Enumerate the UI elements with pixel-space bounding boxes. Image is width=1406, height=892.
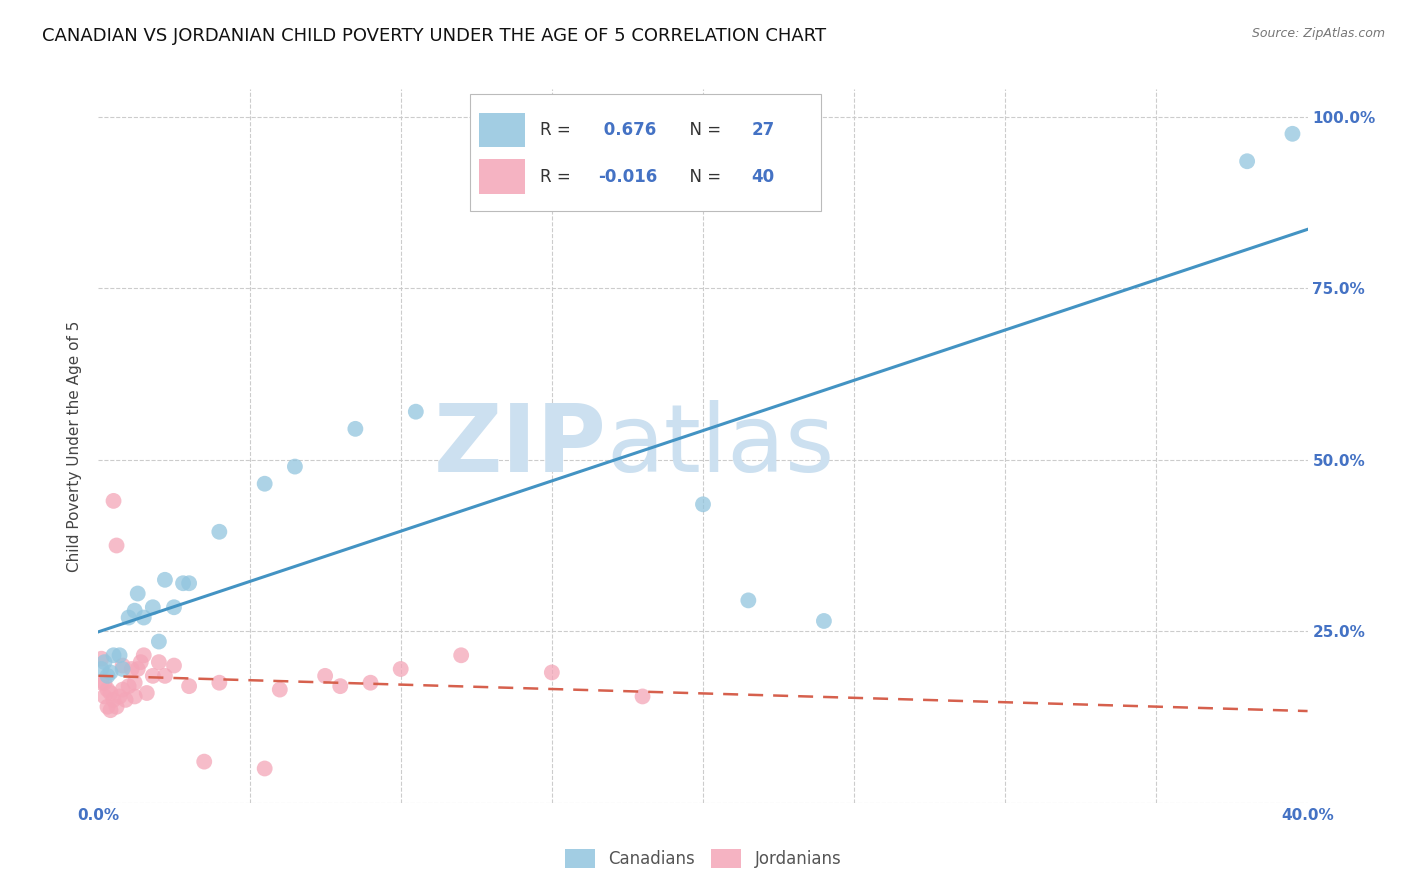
FancyBboxPatch shape xyxy=(479,160,526,194)
Point xyxy=(103,693,125,707)
Point xyxy=(93,655,115,669)
Point xyxy=(111,682,134,697)
Point xyxy=(692,497,714,511)
Point xyxy=(105,539,128,553)
Point xyxy=(124,690,146,704)
Point xyxy=(813,614,835,628)
Point xyxy=(100,665,122,680)
Point xyxy=(124,675,146,690)
Point xyxy=(118,679,141,693)
Point xyxy=(208,675,231,690)
Point xyxy=(153,669,176,683)
Text: 27: 27 xyxy=(751,121,775,139)
Point xyxy=(179,679,201,693)
Point xyxy=(111,658,134,673)
Point xyxy=(90,675,112,690)
Point xyxy=(344,422,367,436)
Point xyxy=(108,690,131,704)
Point xyxy=(93,675,115,690)
Point xyxy=(132,648,155,663)
Point xyxy=(103,494,125,508)
Point xyxy=(121,662,143,676)
Point xyxy=(253,476,276,491)
Point xyxy=(129,655,152,669)
Y-axis label: Child Poverty Under the Age of 5: Child Poverty Under the Age of 5 xyxy=(67,320,83,572)
Text: N =: N = xyxy=(679,121,725,139)
Point xyxy=(314,669,336,683)
Point xyxy=(153,573,176,587)
Text: 0.676: 0.676 xyxy=(598,121,657,139)
Point xyxy=(127,586,149,600)
Text: CANADIAN VS JORDANIAN CHILD POVERTY UNDER THE AGE OF 5 CORRELATION CHART: CANADIAN VS JORDANIAN CHILD POVERTY UNDE… xyxy=(42,27,827,45)
Point xyxy=(329,679,352,693)
Point xyxy=(90,651,112,665)
Text: 40: 40 xyxy=(751,168,775,186)
Point xyxy=(148,634,170,648)
Point xyxy=(631,690,654,704)
Text: Source: ZipAtlas.com: Source: ZipAtlas.com xyxy=(1251,27,1385,40)
Point xyxy=(253,762,276,776)
Point xyxy=(105,699,128,714)
Point xyxy=(405,405,427,419)
Point xyxy=(142,669,165,683)
Point xyxy=(172,576,194,591)
Text: N =: N = xyxy=(679,168,725,186)
Point xyxy=(142,600,165,615)
Point xyxy=(111,662,134,676)
Point xyxy=(540,665,562,680)
Point xyxy=(114,693,136,707)
Point xyxy=(389,662,412,676)
Point xyxy=(135,686,157,700)
Point xyxy=(96,669,118,683)
Point xyxy=(127,662,149,676)
FancyBboxPatch shape xyxy=(479,113,526,147)
Text: R =: R = xyxy=(540,121,576,139)
Point xyxy=(163,600,186,615)
Point xyxy=(193,755,215,769)
Point xyxy=(96,682,118,697)
Text: R =: R = xyxy=(540,168,576,186)
Point xyxy=(1236,154,1258,169)
Point xyxy=(284,459,307,474)
Point xyxy=(90,662,112,676)
Point xyxy=(96,699,118,714)
Text: atlas: atlas xyxy=(606,400,835,492)
Text: ZIP: ZIP xyxy=(433,400,606,492)
Point xyxy=(737,593,759,607)
Point xyxy=(148,655,170,669)
Point xyxy=(132,610,155,624)
Point xyxy=(360,675,382,690)
FancyBboxPatch shape xyxy=(470,95,821,211)
Point xyxy=(103,648,125,663)
Point xyxy=(118,610,141,624)
Point xyxy=(208,524,231,539)
Legend: Canadians, Jordanians: Canadians, Jordanians xyxy=(558,843,848,875)
Point xyxy=(124,604,146,618)
Point xyxy=(100,686,122,700)
Point xyxy=(163,658,186,673)
Point xyxy=(108,648,131,663)
Point xyxy=(93,690,115,704)
Point xyxy=(1281,127,1303,141)
Point xyxy=(450,648,472,663)
Point xyxy=(179,576,201,591)
Text: -0.016: -0.016 xyxy=(598,168,657,186)
Point xyxy=(100,703,122,717)
Point xyxy=(269,682,291,697)
